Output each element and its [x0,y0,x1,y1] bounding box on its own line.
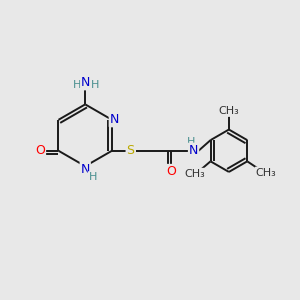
Text: CH₃: CH₃ [184,169,205,179]
Text: CH₃: CH₃ [256,167,277,178]
Text: CH₃: CH₃ [218,106,239,116]
Text: H: H [91,80,99,90]
Text: H: H [187,137,196,148]
Text: N: N [110,113,119,126]
Text: O: O [35,144,45,157]
Text: N: N [81,76,91,89]
Text: N: N [189,144,198,157]
Text: O: O [167,165,176,178]
Text: N: N [80,163,90,176]
Text: H: H [73,80,81,90]
Text: S: S [127,144,134,157]
Text: H: H [88,172,97,182]
